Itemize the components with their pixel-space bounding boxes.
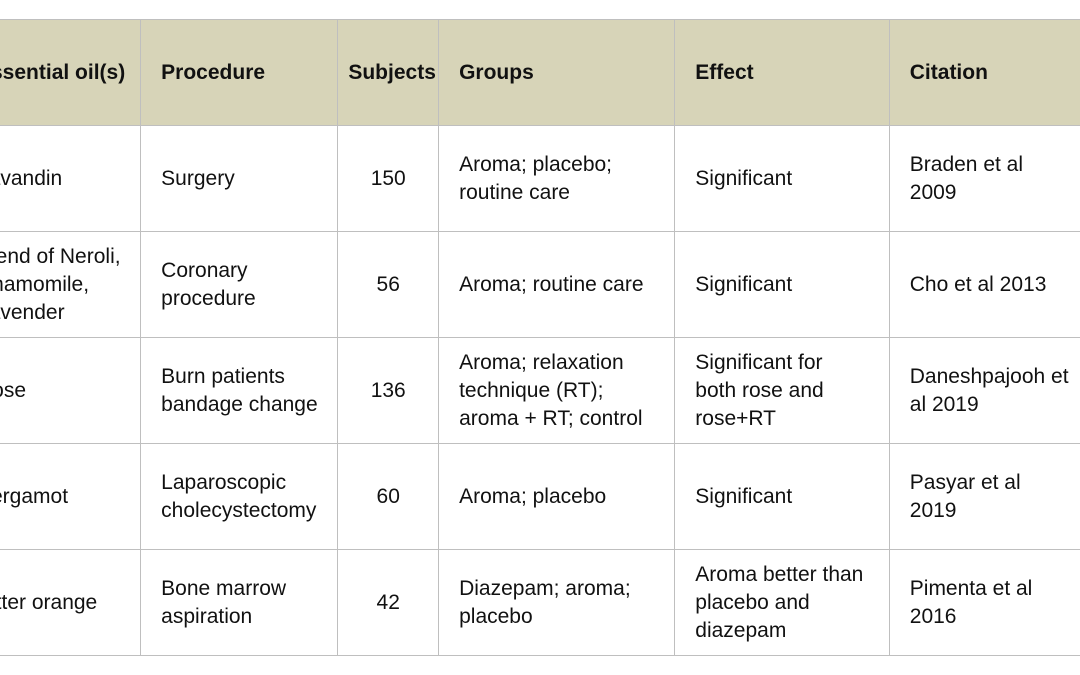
cell-oil: Blend of Neroli, Chamomile, Lavender	[0, 231, 142, 338]
cell-line: Pasyar et al	[909, 470, 1021, 494]
cell-effect: Significant	[674, 125, 890, 232]
cell-line: Rose	[0, 378, 27, 402]
cell-line: 2019	[909, 498, 957, 522]
cell-line: Bone marrow	[161, 576, 287, 600]
cell-oil: Rose	[0, 337, 142, 444]
cell-effect: Significant	[674, 443, 890, 550]
cell-line: Braden et al	[909, 152, 1024, 176]
study-table: Essential oil(s) Procedure Subjects Grou…	[0, 19, 1080, 656]
cell-line: Diazepam; aroma;	[459, 576, 631, 600]
cell-line: aspiration	[161, 604, 253, 628]
table-row: Lavandin Surgery 150 Aroma; placebo; rou…	[0, 125, 1080, 232]
cell-citation: Braden et al 2009	[888, 125, 1080, 232]
cell-subjects: 56	[337, 231, 440, 338]
cell-line: Significant	[695, 272, 793, 296]
cell-oil: Bergamot	[0, 443, 142, 550]
header-citation: Citation	[888, 19, 1080, 126]
cell-line: routine care	[459, 180, 570, 204]
cell-line: Aroma; placebo;	[459, 152, 613, 176]
cell-procedure: Laparoscopic cholecystectomy	[140, 443, 339, 550]
cell-line: cholecystectomy	[161, 498, 317, 522]
cell-groups: Diazepam; aroma; placebo	[438, 549, 676, 656]
header-effect: Effect	[674, 19, 890, 126]
cell-citation: Pasyar et al 2019	[888, 443, 1080, 550]
cell-line: bandage change	[161, 392, 318, 416]
cell-line: 2009	[909, 180, 957, 204]
cell-line: procedure	[161, 286, 256, 310]
cell-line: Significant	[695, 166, 793, 190]
cell-line: Blend of Neroli,	[0, 244, 121, 268]
cell-line: Lavender	[0, 300, 65, 324]
cell-procedure: Coronary procedure	[140, 231, 339, 338]
cell-groups: Aroma; relaxation technique (RT); aroma …	[438, 337, 676, 444]
header-procedure: Procedure	[140, 19, 339, 126]
cell-oil: Bitter orange	[0, 549, 142, 656]
cell-line: Aroma; placebo	[459, 484, 607, 508]
table-row: Rose Burn patients bandage change 136 Ar…	[0, 337, 1080, 444]
cell-line: Cho et al 2013	[909, 272, 1047, 296]
cell-subjects: 42	[337, 549, 440, 656]
header-groups: Groups	[438, 19, 676, 126]
cell-line: Aroma; routine care	[459, 272, 644, 296]
cell-line: technique (RT);	[459, 378, 604, 402]
cell-line: Pimenta et al	[909, 576, 1033, 600]
cell-line: Significant	[695, 484, 793, 508]
cell-line: 2016	[909, 604, 957, 628]
cell-subjects: 60	[337, 443, 440, 550]
header-row: Essential oil(s) Procedure Subjects Grou…	[0, 19, 1080, 126]
study-table-container: Essential oil(s) Procedure Subjects Grou…	[0, 19, 1080, 657]
cell-line: Bitter orange	[0, 590, 98, 614]
cell-procedure: Burn patients bandage change	[140, 337, 339, 444]
cell-citation: Daneshpajooh et al 2019	[888, 337, 1080, 444]
cell-subjects: 150	[337, 125, 440, 232]
cell-line: placebo	[459, 604, 533, 628]
table-row: Bitter orange Bone marrow aspiration 42 …	[0, 549, 1080, 656]
cell-groups: Aroma; placebo; routine care	[438, 125, 676, 232]
cell-procedure: Surgery	[140, 125, 339, 232]
cell-line: aroma + RT; control	[459, 406, 643, 430]
header-subjects: Subjects	[337, 19, 440, 126]
cell-line: rose+RT	[695, 406, 776, 430]
cell-line: Aroma better than	[695, 562, 864, 586]
cell-line: Chamomile,	[0, 272, 90, 296]
table-body: Lavandin Surgery 150 Aroma; placebo; rou…	[0, 125, 1080, 656]
cell-effect: Aroma better than placebo and diazepam	[674, 549, 890, 656]
cell-line: Coronary	[161, 258, 248, 282]
cell-line: Bergamot	[0, 484, 69, 508]
cell-line: Aroma; relaxation	[459, 350, 624, 374]
cell-subjects: 136	[337, 337, 440, 444]
table-row: Bergamot Laparoscopic cholecystectomy 60…	[0, 443, 1080, 550]
cell-groups: Aroma; placebo	[438, 443, 676, 550]
cell-line: Surgery	[161, 166, 235, 190]
cell-line: Laparoscopic	[161, 470, 287, 494]
cell-line: Significant for	[695, 350, 823, 374]
cell-line: placebo and	[695, 590, 810, 614]
cell-line: Burn patients	[161, 364, 285, 388]
cell-groups: Aroma; routine care	[438, 231, 676, 338]
cell-line: al 2019	[909, 392, 979, 416]
cell-oil: Lavandin	[0, 125, 142, 232]
cell-citation: Cho et al 2013	[888, 231, 1080, 338]
cell-procedure: Bone marrow aspiration	[140, 549, 339, 656]
cell-line: both rose and	[695, 378, 824, 402]
cell-line: Lavandin	[0, 166, 63, 190]
table-header: Essential oil(s) Procedure Subjects Grou…	[0, 19, 1080, 126]
cell-effect: Significant for both rose and rose+RT	[674, 337, 890, 444]
cell-line: Daneshpajooh et	[909, 364, 1069, 388]
cell-citation: Pimenta et al 2016	[888, 549, 1080, 656]
table-row: Blend of Neroli, Chamomile, Lavender Cor…	[0, 231, 1080, 338]
header-essential-oils: Essential oil(s)	[0, 19, 142, 126]
cell-line: diazepam	[695, 618, 787, 642]
cell-effect: Significant	[674, 231, 890, 338]
